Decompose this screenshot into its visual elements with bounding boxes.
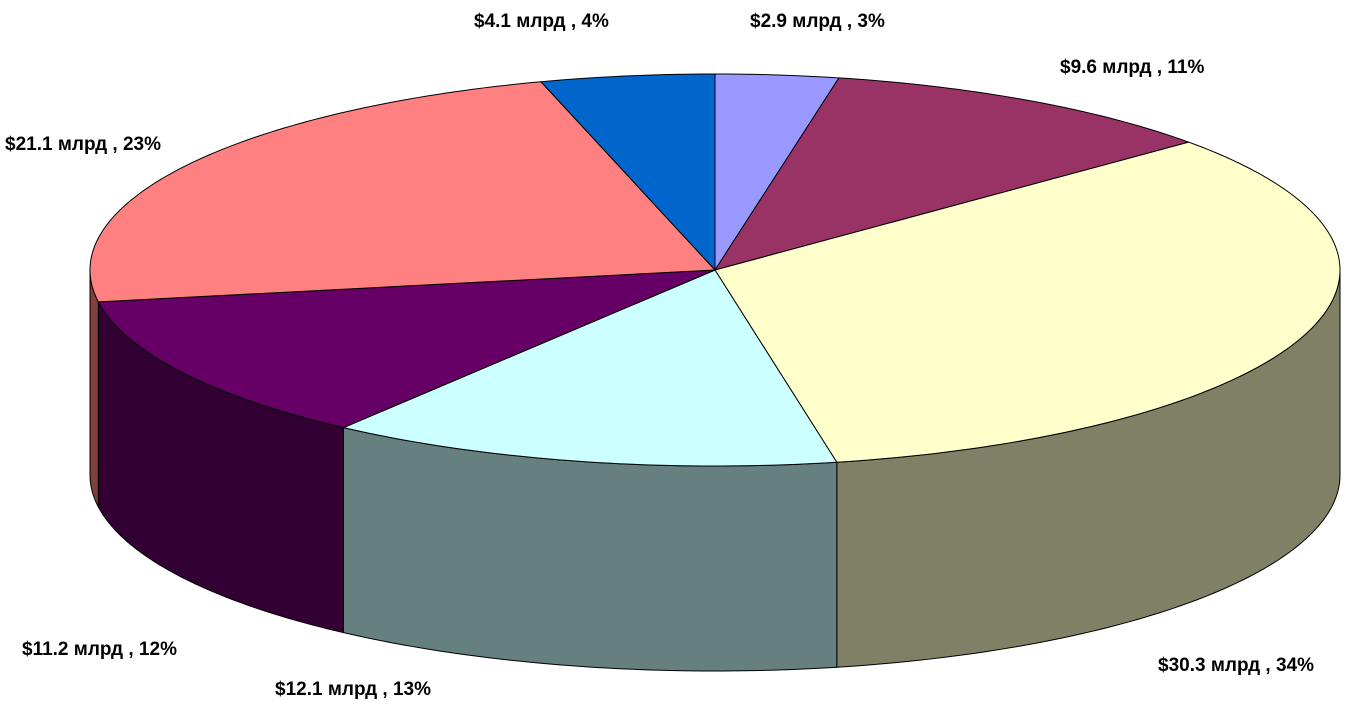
- data-label: $4.1 млрд , 4%: [474, 11, 609, 32]
- data-label: $11.2 млрд , 12%: [22, 639, 177, 660]
- data-label: $9.6 млрд , 11%: [1060, 57, 1204, 78]
- data-label: $12.1 млрд , 13%: [275, 679, 431, 700]
- slice: [539, 73, 716, 272]
- data-label: $30.3 млрд , 34%: [1158, 655, 1314, 676]
- data-label: $2.9 млрд , 3%: [750, 11, 885, 32]
- slice: [714, 73, 840, 272]
- slice: [89, 81, 717, 303]
- slice: [713, 77, 1191, 271]
- data-label: $21.1 млрд , 23%: [5, 134, 161, 155]
- slice: [341, 269, 838, 467]
- slice: [97, 269, 716, 429]
- slice-side: [89, 269, 99, 508]
- slice: [714, 141, 1341, 463]
